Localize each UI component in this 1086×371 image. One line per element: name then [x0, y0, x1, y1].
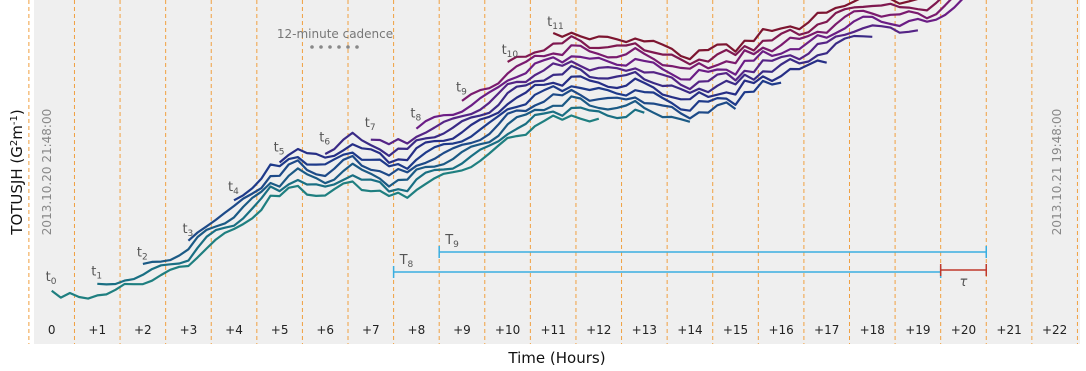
- x-tick-label: +12: [586, 323, 611, 337]
- window-label: t10: [502, 43, 519, 60]
- cadence-dot: [319, 45, 323, 49]
- x-tick-label: +10: [495, 323, 520, 337]
- series-line-0: [51, 114, 600, 300]
- interval-label: T9: [444, 233, 459, 250]
- start-date-label: 2013.10.20 21:48:00: [40, 109, 54, 235]
- x-tick-label: +2: [134, 323, 152, 337]
- series-line-2: [142, 95, 691, 265]
- series-line-6: [324, 34, 873, 157]
- window-label: t5: [274, 140, 285, 157]
- x-tick-label: +17: [814, 323, 839, 337]
- cadence-dot: [346, 45, 350, 49]
- series-line-9: [461, 0, 952, 102]
- window-label: t3: [182, 222, 193, 239]
- tick-layer: 0 +1 +2 +3 +4 +5 +6 +7 +8 +9 +10 +11 +12 +13 +14 +15 +16…: [48, 323, 1067, 337]
- cadence-dot: [337, 45, 341, 49]
- series-line-5: [278, 59, 827, 164]
- window-label: t11: [547, 15, 564, 32]
- series-line-7: [370, 24, 919, 146]
- x-tick-label: +21: [996, 323, 1021, 337]
- x-tick-label: +14: [677, 323, 702, 337]
- label-layer: t0 t1 t2 t3 t4 t5 t6 t7 t8 t9 t10 t11: [46, 15, 564, 287]
- window-label: t0: [46, 270, 57, 287]
- x-axis-label: Time (Hours): [507, 349, 605, 367]
- x-tick-label: +3: [180, 323, 198, 337]
- x-tick-label: +9: [453, 323, 471, 337]
- cadence-dots: [310, 45, 359, 49]
- x-tick-label: +1: [88, 323, 106, 337]
- x-tick-label: +6: [316, 323, 334, 337]
- y-axis-label-end: ): [8, 109, 26, 115]
- cadence-label: 12-minute cadence: [277, 27, 393, 41]
- end-date-label: 2013.10.21 19:48:00: [1050, 109, 1064, 235]
- window-label: t4: [228, 180, 239, 197]
- x-tick-label: +22: [1042, 323, 1067, 337]
- x-tick-label: +8: [408, 323, 426, 337]
- plot-area: [34, 0, 1080, 344]
- x-tick-label: +5: [271, 323, 289, 337]
- series-line-10: [507, 0, 941, 66]
- window-label: t6: [319, 131, 330, 148]
- window-label: t2: [137, 246, 148, 263]
- x-tick-label: +15: [723, 323, 748, 337]
- y-axis-label: TOTUSJH (G2m-1): [8, 109, 26, 235]
- y-axis-label-sup1: 2: [9, 140, 20, 146]
- series-line-4: [233, 79, 782, 202]
- x-tick-label: +11: [540, 323, 565, 337]
- x-tick-label: +16: [768, 323, 793, 337]
- window-label: t1: [91, 265, 102, 282]
- series-layer: [51, 0, 964, 300]
- y-axis-label-sup2: -1: [9, 115, 20, 125]
- series-line-11: [552, 0, 919, 61]
- y-axis-label-mid: m: [8, 125, 26, 140]
- window-label: t9: [456, 80, 467, 97]
- cadence-dot: [310, 45, 314, 49]
- x-tick-label: +18: [860, 323, 885, 337]
- series-line-8: [415, 0, 964, 130]
- interval-label: τ: [959, 275, 967, 290]
- series-line-3: [187, 88, 737, 242]
- cadence-dot: [328, 45, 332, 49]
- interval-label: T8: [399, 253, 414, 270]
- cadence-dot: [355, 45, 359, 49]
- window-label: t7: [365, 116, 376, 133]
- x-tick-label: +20: [951, 323, 976, 337]
- x-tick-label: +7: [362, 323, 380, 337]
- window-label: t8: [410, 106, 421, 123]
- series-line-1: [97, 106, 645, 286]
- y-axis-label-base: TOTUSJH (G: [8, 146, 26, 236]
- x-tick-label: +4: [225, 323, 243, 337]
- interval-layer: T8 T9 τ: [392, 233, 988, 290]
- x-tick-label: +13: [632, 323, 657, 337]
- x-tick-label: 0: [48, 323, 56, 337]
- x-tick-label: +19: [905, 323, 930, 337]
